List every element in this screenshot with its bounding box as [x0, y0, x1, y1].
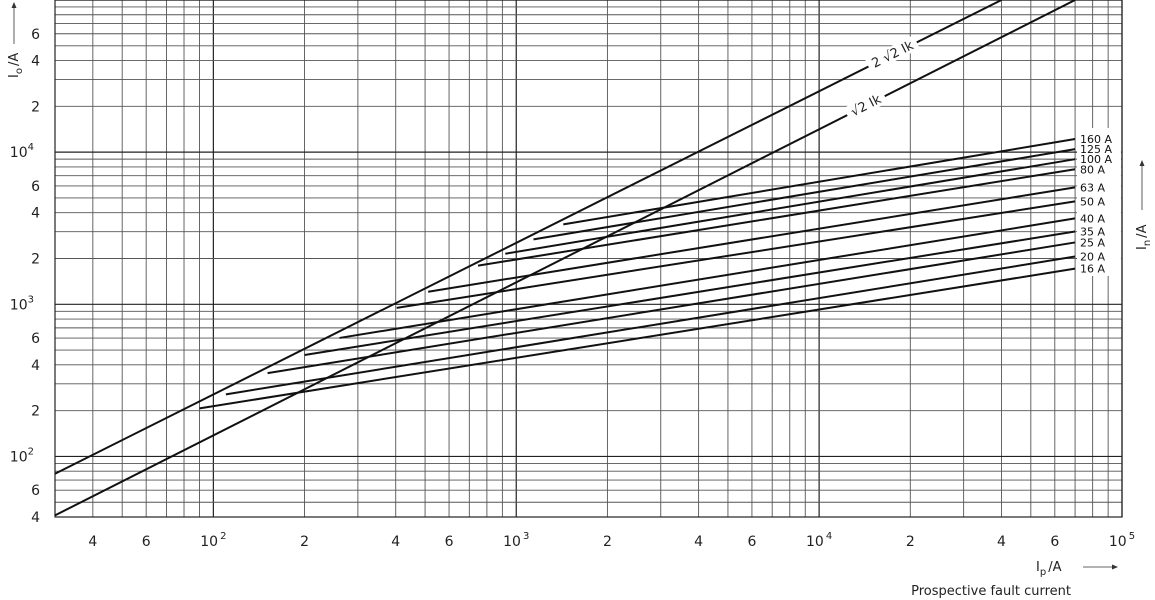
series-axis-arrowhead-icon: [1139, 160, 1145, 166]
fuse-label: 40 A: [1080, 212, 1105, 225]
x-tick-label: 6: [747, 534, 756, 550]
y-tick-label: 6: [31, 179, 40, 195]
x-axis-label: Ip/A: [1036, 560, 1118, 578]
x-tick-label: 4: [694, 534, 703, 550]
fuse-label: 63 A: [1080, 181, 1105, 194]
fuse-curve-160A: [563, 138, 1076, 226]
reference-line-1: [54, 0, 1076, 517]
reference-line-label: √2 Ik: [843, 89, 888, 122]
y-tick-label: 2: [31, 252, 40, 268]
reference-line-label: 2 √2 Ik: [864, 35, 920, 73]
y-tick-label: 2: [31, 404, 40, 420]
x-axis-label-text: Ip/A: [1036, 560, 1062, 578]
fuse-curve-20A: [225, 255, 1076, 396]
x-tick-label: 4: [997, 534, 1006, 550]
y-tick-label: 4: [31, 54, 40, 70]
fuse-label: 25 A: [1080, 236, 1105, 249]
fuse-label: 50 A: [1080, 195, 1105, 208]
y-tick-label: 4: [31, 358, 40, 374]
fuse-label: 160 A: [1080, 133, 1112, 146]
x-tick-label: 10 2: [200, 531, 226, 550]
fuse-curve-63A: [428, 186, 1076, 293]
reference-line-label-text: 2 √2 Ik: [870, 38, 917, 72]
x-tick-label: 6: [142, 534, 151, 550]
reference-label-bg: [843, 89, 888, 122]
y-tick-label: 4: [31, 206, 40, 222]
y-tick-label: 6: [31, 483, 40, 499]
fuse-label: 100 A: [1080, 153, 1112, 166]
fuse-curve-25A: [267, 241, 1076, 375]
x-tick-label: 2: [300, 534, 309, 550]
axis-labels: Io/A In/A Ip/A Prospective fault current: [7, 2, 1153, 599]
x-tick-label: 6: [445, 534, 454, 550]
fuse-curve-40A: [339, 217, 1076, 339]
x-tick-label: 4: [88, 534, 97, 550]
y-tick-label: 103: [10, 294, 34, 313]
x-tick-label: 10 3: [503, 531, 529, 550]
reference-line-label-text: √2 Ik: [849, 92, 885, 120]
x-axis-arrowhead-icon: [1112, 564, 1118, 570]
y-axis-label-text: Io/A: [7, 53, 25, 78]
y-tick-label: 104: [10, 142, 34, 161]
fuse-curve-35A: [304, 230, 1076, 357]
fuse-label: 125 A: [1080, 143, 1112, 156]
fuse-curve-80A: [477, 168, 1076, 267]
x-axis-caption: Prospective fault current: [911, 584, 1071, 599]
y-tick-label: 6: [31, 27, 40, 43]
fuse-label-box: [1077, 128, 1121, 276]
reference-label-bg: [864, 35, 920, 73]
fuse-label: 80 A: [1080, 163, 1105, 176]
y-tick-label: 2: [31, 99, 40, 115]
x-tick-label: 4: [391, 534, 400, 550]
grid: [54, 0, 1123, 518]
plot-frame: [54, 0, 1123, 518]
series-axis-label: In/A: [1135, 160, 1153, 250]
fuse-label: 16 A: [1080, 263, 1105, 276]
fuse-label-background: [1077, 128, 1121, 276]
y-axis-label: Io/A: [7, 2, 25, 78]
fuse-curve-50A: [396, 200, 1076, 309]
fuse-curve-100A: [505, 158, 1076, 255]
reference-line-0: [54, 0, 1002, 475]
fuse-curve-125A: [533, 148, 1076, 241]
fuse-curve-16A: [199, 267, 1076, 410]
y-tick-label: 4: [31, 510, 40, 526]
x-tick-label: 2: [603, 534, 612, 550]
y-axis-arrowhead-icon: [11, 2, 17, 8]
y-tick-label: 6: [31, 331, 40, 347]
fuse-label: 20 A: [1080, 251, 1105, 264]
x-tick-label: 10 4: [806, 531, 832, 550]
y-tick-label: 102: [10, 446, 34, 465]
x-tick-label: 2: [906, 534, 915, 550]
x-tick-label: 6: [1050, 534, 1059, 550]
series-axis-label-text: In/A: [1135, 224, 1153, 250]
fuse-label: 35 A: [1080, 225, 1105, 238]
x-tick-label: 10 5: [1109, 531, 1135, 550]
